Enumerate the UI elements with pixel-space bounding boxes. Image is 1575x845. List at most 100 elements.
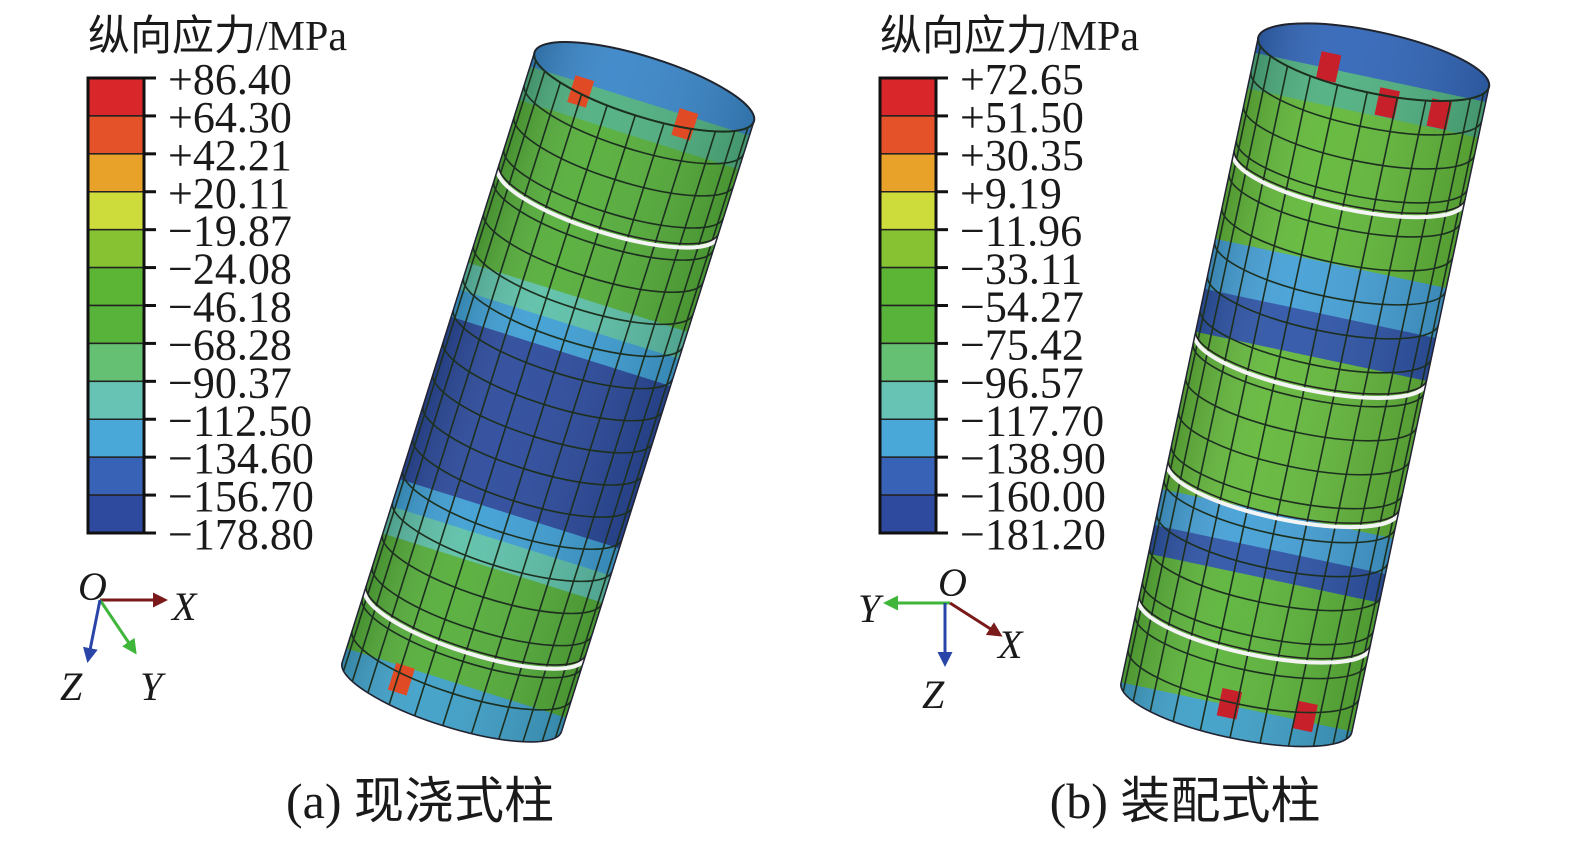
legend-value: −112.50 bbox=[168, 396, 312, 445]
legend-swatch bbox=[87, 380, 145, 421]
legend-swatch bbox=[879, 153, 937, 193]
segment-joint bbox=[1165, 463, 1401, 530]
legend-swatch bbox=[879, 418, 937, 458]
legend-swatch bbox=[87, 153, 145, 193]
legend-swatch bbox=[879, 191, 937, 231]
legend-swatch bbox=[87, 191, 145, 231]
legend-value: +42.21 bbox=[168, 131, 292, 180]
legend-swatch bbox=[879, 304, 937, 345]
y-axis-arrow bbox=[98, 599, 137, 655]
high-stress-element bbox=[1315, 51, 1342, 83]
legend-value: −46.18 bbox=[168, 283, 292, 332]
legend-value: −11.96 bbox=[960, 207, 1082, 256]
legend-value: +30.35 bbox=[960, 131, 1084, 180]
mesh-line bbox=[1332, 98, 1472, 745]
legend-title-a: 纵向应力/MPa bbox=[88, 13, 347, 60]
mesh-line bbox=[1132, 55, 1272, 702]
x-axis-arrow bbox=[949, 601, 1003, 637]
mesh-line bbox=[342, 60, 537, 672]
segment-joint bbox=[1136, 598, 1372, 665]
legend-value: +64.30 bbox=[168, 93, 292, 142]
legend-swatch bbox=[87, 266, 145, 307]
legend-swatch bbox=[879, 115, 937, 155]
mesh-line bbox=[522, 131, 717, 743]
legend-swatch bbox=[879, 456, 937, 496]
legend-value: +86.40 bbox=[168, 55, 292, 104]
legend-value: −117.70 bbox=[960, 396, 1104, 445]
legend-swatch bbox=[879, 494, 937, 534]
legend-value: −134.60 bbox=[168, 434, 314, 483]
z-label: Z bbox=[922, 672, 945, 717]
panel-b: 纵向应力/MPa +72.65+51.50+30.35+9.19−11.96−3… bbox=[858, 7, 1496, 829]
mesh-line bbox=[1345, 93, 1485, 740]
legend-title-b: 纵向应力/MPa bbox=[880, 13, 1139, 60]
column-contour-cast-in-place bbox=[333, 23, 763, 761]
mesh-line bbox=[498, 128, 693, 740]
legend-value: −90.37 bbox=[168, 358, 292, 407]
column-outline bbox=[340, 41, 756, 743]
panel-a: 纵向应力/MPa +86.40+64.30+42.21+20.11−19.87−… bbox=[60, 13, 763, 829]
axis-triad-b: O Y X Z bbox=[858, 560, 1024, 717]
mesh-line bbox=[1199, 84, 1339, 731]
z-axis-arrow bbox=[82, 599, 102, 663]
segment-joint bbox=[495, 167, 720, 250]
mesh-line bbox=[470, 123, 665, 734]
mesh-line bbox=[1122, 46, 1262, 693]
mesh-line bbox=[351, 70, 546, 682]
legend-value: −138.90 bbox=[960, 434, 1106, 483]
mesh-line bbox=[1259, 97, 1399, 744]
color-legend-b: +72.65+51.50+30.35+9.19−11.96−33.11−54.2… bbox=[878, 55, 1106, 559]
legend-swatch bbox=[879, 380, 937, 421]
mesh-line bbox=[413, 105, 608, 717]
legend-swatch bbox=[87, 342, 145, 383]
legend-swatch bbox=[87, 494, 145, 534]
legend-value: −19.87 bbox=[168, 207, 292, 256]
y-label: Y bbox=[858, 586, 884, 631]
legend-value: −68.28 bbox=[168, 320, 292, 369]
high-stress-element bbox=[567, 75, 595, 108]
mesh-line bbox=[541, 130, 736, 742]
high-stress-element bbox=[671, 108, 699, 141]
legend-swatch bbox=[87, 418, 145, 458]
y-label: Y bbox=[140, 664, 166, 709]
legend-value: −24.08 bbox=[168, 245, 292, 294]
color-legend-a: +86.40+64.30+42.21+20.11−19.87−24.08−46.… bbox=[86, 55, 314, 559]
legend-value: −33.11 bbox=[960, 245, 1082, 294]
segment-joint bbox=[362, 588, 587, 671]
high-stress-element bbox=[1292, 700, 1318, 733]
legend-swatch bbox=[879, 228, 937, 269]
column-outline bbox=[1120, 22, 1490, 748]
mesh-line bbox=[554, 127, 749, 739]
mesh-line bbox=[1229, 92, 1369, 738]
legend-swatch bbox=[87, 115, 145, 155]
legend-value: −181.20 bbox=[960, 510, 1106, 559]
caption-b: (b) 装配式柱 bbox=[1050, 773, 1321, 829]
legend-value: +20.11 bbox=[168, 169, 290, 218]
legend-value: +51.50 bbox=[960, 93, 1084, 142]
mesh-line bbox=[1287, 100, 1427, 747]
legend-swatch bbox=[87, 77, 145, 117]
legend-value: −75.42 bbox=[960, 320, 1084, 369]
x-label: X bbox=[996, 622, 1024, 667]
mesh-line bbox=[1149, 65, 1289, 712]
origin-label: O bbox=[78, 564, 107, 609]
legend-value: −160.00 bbox=[960, 472, 1106, 521]
caption-a: (a) 现浇式柱 bbox=[286, 773, 554, 829]
segment-joint bbox=[1231, 153, 1467, 220]
legend-value: +72.65 bbox=[960, 55, 1084, 104]
legend-value: −96.57 bbox=[960, 358, 1084, 407]
axis-triad-a: O X Y Z bbox=[60, 564, 198, 709]
mesh-line bbox=[442, 115, 636, 726]
mesh-line bbox=[388, 93, 583, 705]
legend-value: −54.27 bbox=[960, 283, 1084, 332]
origin-label: O bbox=[938, 560, 967, 605]
legend-swatch bbox=[87, 456, 145, 496]
legend-swatch bbox=[87, 228, 145, 269]
segment-joint bbox=[1192, 334, 1428, 400]
legend-swatch bbox=[879, 342, 937, 383]
column-contour-prefabricated bbox=[1114, 7, 1496, 763]
z-label: Z bbox=[60, 664, 83, 709]
legend-value: +9.19 bbox=[960, 169, 1062, 218]
legend-value: −156.70 bbox=[168, 472, 314, 521]
